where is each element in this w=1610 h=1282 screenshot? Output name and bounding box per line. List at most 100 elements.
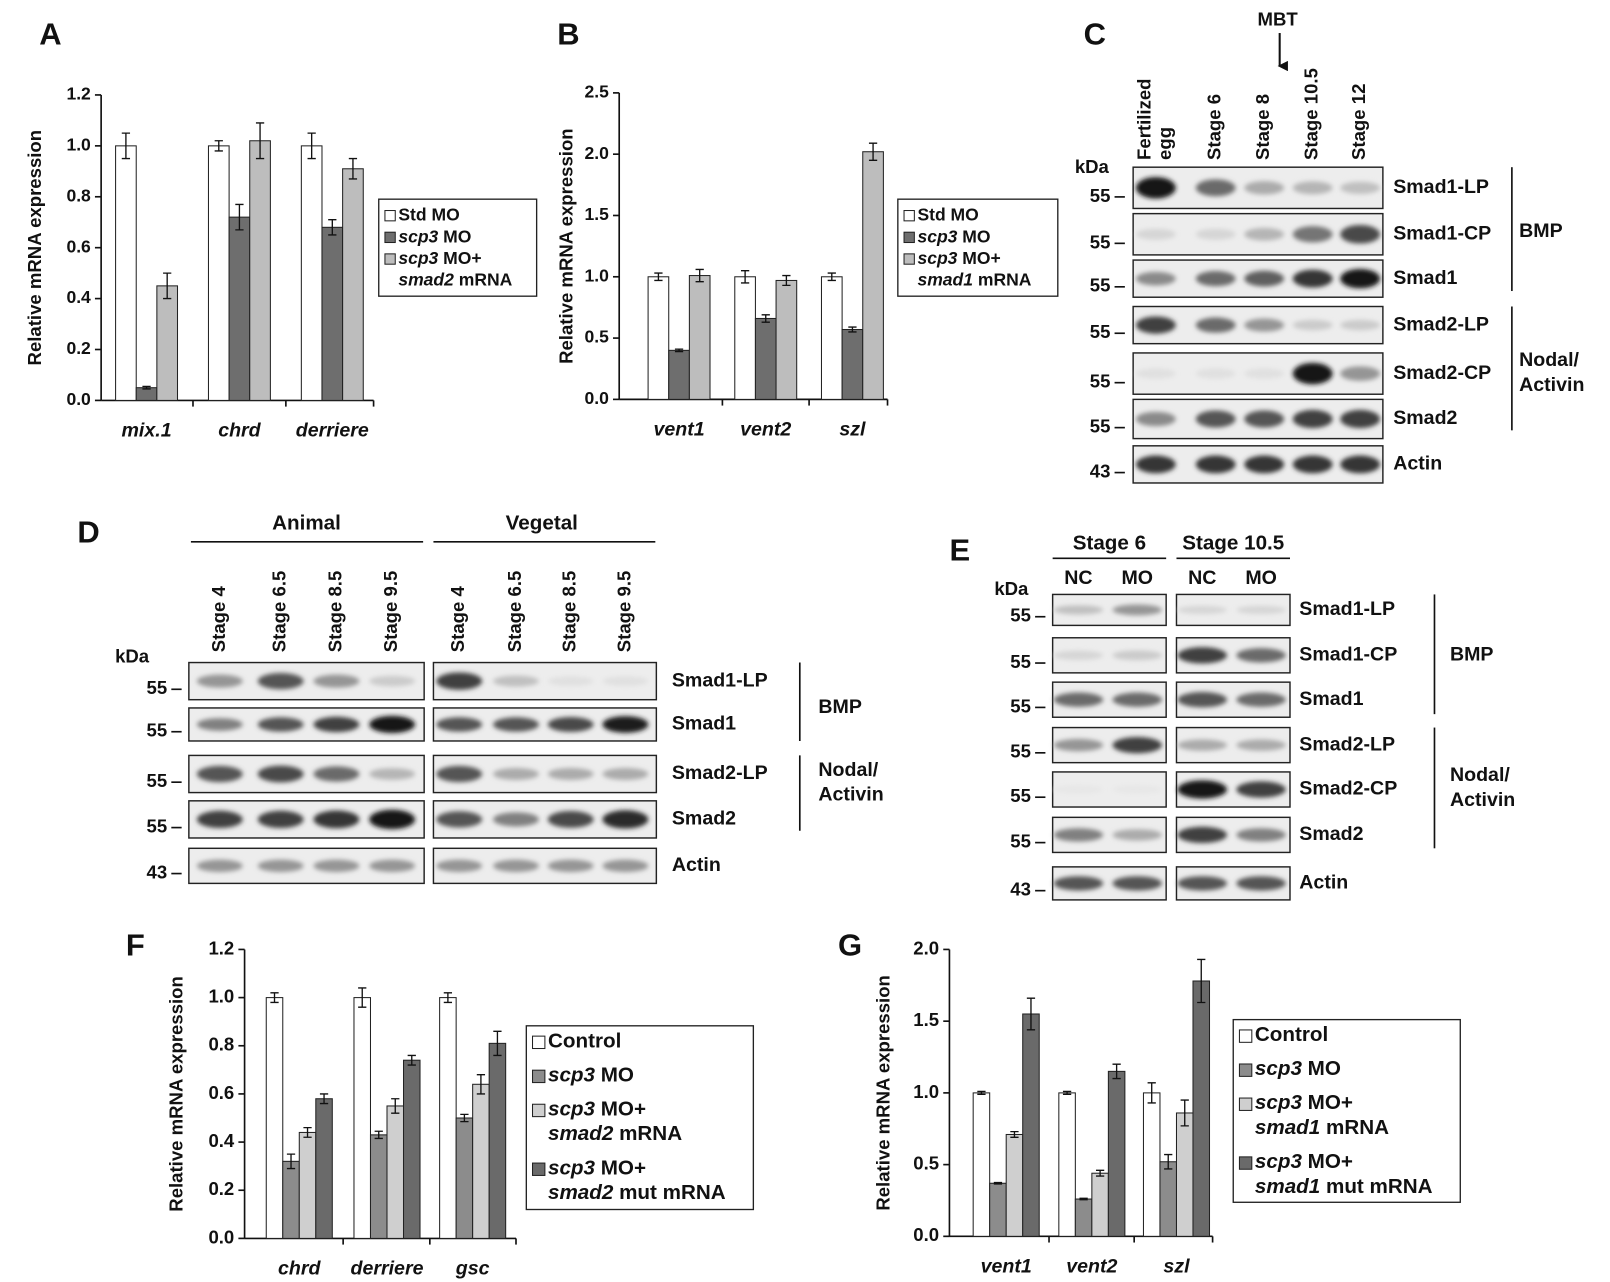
bar	[228, 216, 251, 401]
bar	[647, 276, 670, 400]
band	[602, 767, 649, 781]
band	[602, 676, 649, 686]
band	[1135, 455, 1176, 474]
kda-marker: 55	[1010, 605, 1031, 626]
figure-body: A Relative mRNA expression 0.0 0.2 0.4 0.6 0.8…	[24, 9, 1584, 1280]
band	[257, 859, 304, 873]
band	[369, 768, 416, 780]
legend-label: scp3 MO+ smad1 mut mRNA	[1255, 1151, 1433, 1199]
kda-label: kDa	[115, 645, 150, 666]
legend-swatch	[1238, 1029, 1253, 1043]
bar	[455, 1117, 474, 1239]
band	[436, 765, 483, 783]
band	[1340, 409, 1381, 429]
band	[1112, 876, 1162, 891]
bar	[488, 1042, 507, 1239]
group-label: Nodal/Activin	[818, 759, 883, 806]
legend-swatch	[531, 1069, 546, 1084]
y-tick-label: 1.5	[913, 1009, 939, 1030]
band	[1053, 692, 1104, 707]
x-tick-label: vent1	[981, 1255, 1032, 1277]
error-bar	[654, 272, 663, 282]
y-axis-label: Relative mRNA expression	[556, 128, 577, 364]
band	[257, 765, 304, 783]
band	[1292, 269, 1333, 288]
band	[1135, 177, 1176, 199]
kda-marker: 55	[1010, 785, 1031, 806]
legend-swatch	[903, 231, 915, 244]
band	[1135, 271, 1176, 286]
band	[1195, 179, 1236, 197]
blot-strip	[1051, 816, 1167, 854]
bar	[402, 1059, 421, 1239]
legend-label: scp3 MO+ smad2 mut mRNA	[548, 1157, 726, 1205]
band	[547, 811, 594, 828]
row-label: Smad1-LP	[672, 669, 768, 691]
group-label: Nodal/Activin	[1519, 349, 1584, 396]
band	[1195, 368, 1236, 379]
bar	[1192, 980, 1211, 1237]
error-bar	[493, 1030, 502, 1057]
legend-swatch	[1238, 1063, 1253, 1077]
row-label: Smad2-LP	[1299, 733, 1395, 755]
band	[1244, 368, 1285, 379]
legend-box	[897, 198, 1059, 297]
error-bar	[214, 140, 223, 152]
x-tick-label: vent1	[653, 419, 704, 441]
band	[1340, 224, 1381, 244]
lane-label: Stage 6.5	[269, 571, 290, 653]
y-axis-label: Relative mRNA expression	[872, 975, 893, 1211]
row-label: Actin	[1393, 453, 1442, 475]
x-tick-label: szl	[1163, 1255, 1190, 1277]
band	[602, 859, 649, 873]
band	[1053, 828, 1104, 842]
band	[1195, 317, 1236, 333]
row-label: Smad2-LP	[1393, 313, 1489, 335]
bar	[439, 997, 457, 1239]
band	[1195, 271, 1236, 287]
bar	[862, 151, 884, 400]
error-bar	[407, 1054, 416, 1066]
y-tick-label: 0.2	[66, 338, 91, 358]
lane-label: Stage 4	[447, 586, 468, 653]
error-bar	[1062, 1090, 1072, 1095]
band	[493, 717, 539, 732]
panel-letter: C	[1084, 16, 1106, 51]
band	[1292, 226, 1333, 243]
kda-marker: 55	[1090, 231, 1111, 252]
legend-swatch	[384, 210, 396, 222]
lane-label: Stage 9.5	[380, 571, 401, 653]
bar	[754, 317, 777, 400]
band	[1340, 181, 1381, 194]
legend-label: scp3 MO	[548, 1064, 634, 1087]
band	[313, 674, 360, 688]
band	[1340, 455, 1381, 474]
annotation: MBT	[1258, 9, 1299, 30]
error-bar	[848, 326, 857, 333]
lane-label: NC	[1188, 567, 1216, 589]
lane-label: Stage 6	[1204, 94, 1225, 160]
lane-label: MO	[1245, 567, 1277, 589]
lane-label: Stage 12	[1348, 84, 1369, 160]
band	[1112, 650, 1162, 661]
row-label: Actin	[672, 854, 721, 876]
group-label: BMP	[818, 696, 862, 718]
y-tick-label: 0.8	[208, 1034, 234, 1055]
band	[1244, 181, 1285, 195]
band	[1195, 410, 1236, 428]
band	[1177, 647, 1227, 664]
bar	[1022, 1013, 1040, 1237]
y-tick-label: 1.2	[208, 937, 234, 958]
error-bar	[303, 1126, 312, 1138]
legend-swatch	[1238, 1156, 1253, 1170]
kda-label: kDa	[1075, 156, 1110, 177]
band	[1053, 650, 1104, 661]
legend-label: scp3 MO	[1255, 1058, 1341, 1081]
bar	[841, 328, 864, 400]
x-tick-label: gsc	[455, 1258, 490, 1280]
error-bar	[1010, 1130, 1019, 1139]
x-tick-label: szl	[839, 419, 866, 441]
bar	[972, 1092, 991, 1237]
band	[196, 765, 243, 783]
